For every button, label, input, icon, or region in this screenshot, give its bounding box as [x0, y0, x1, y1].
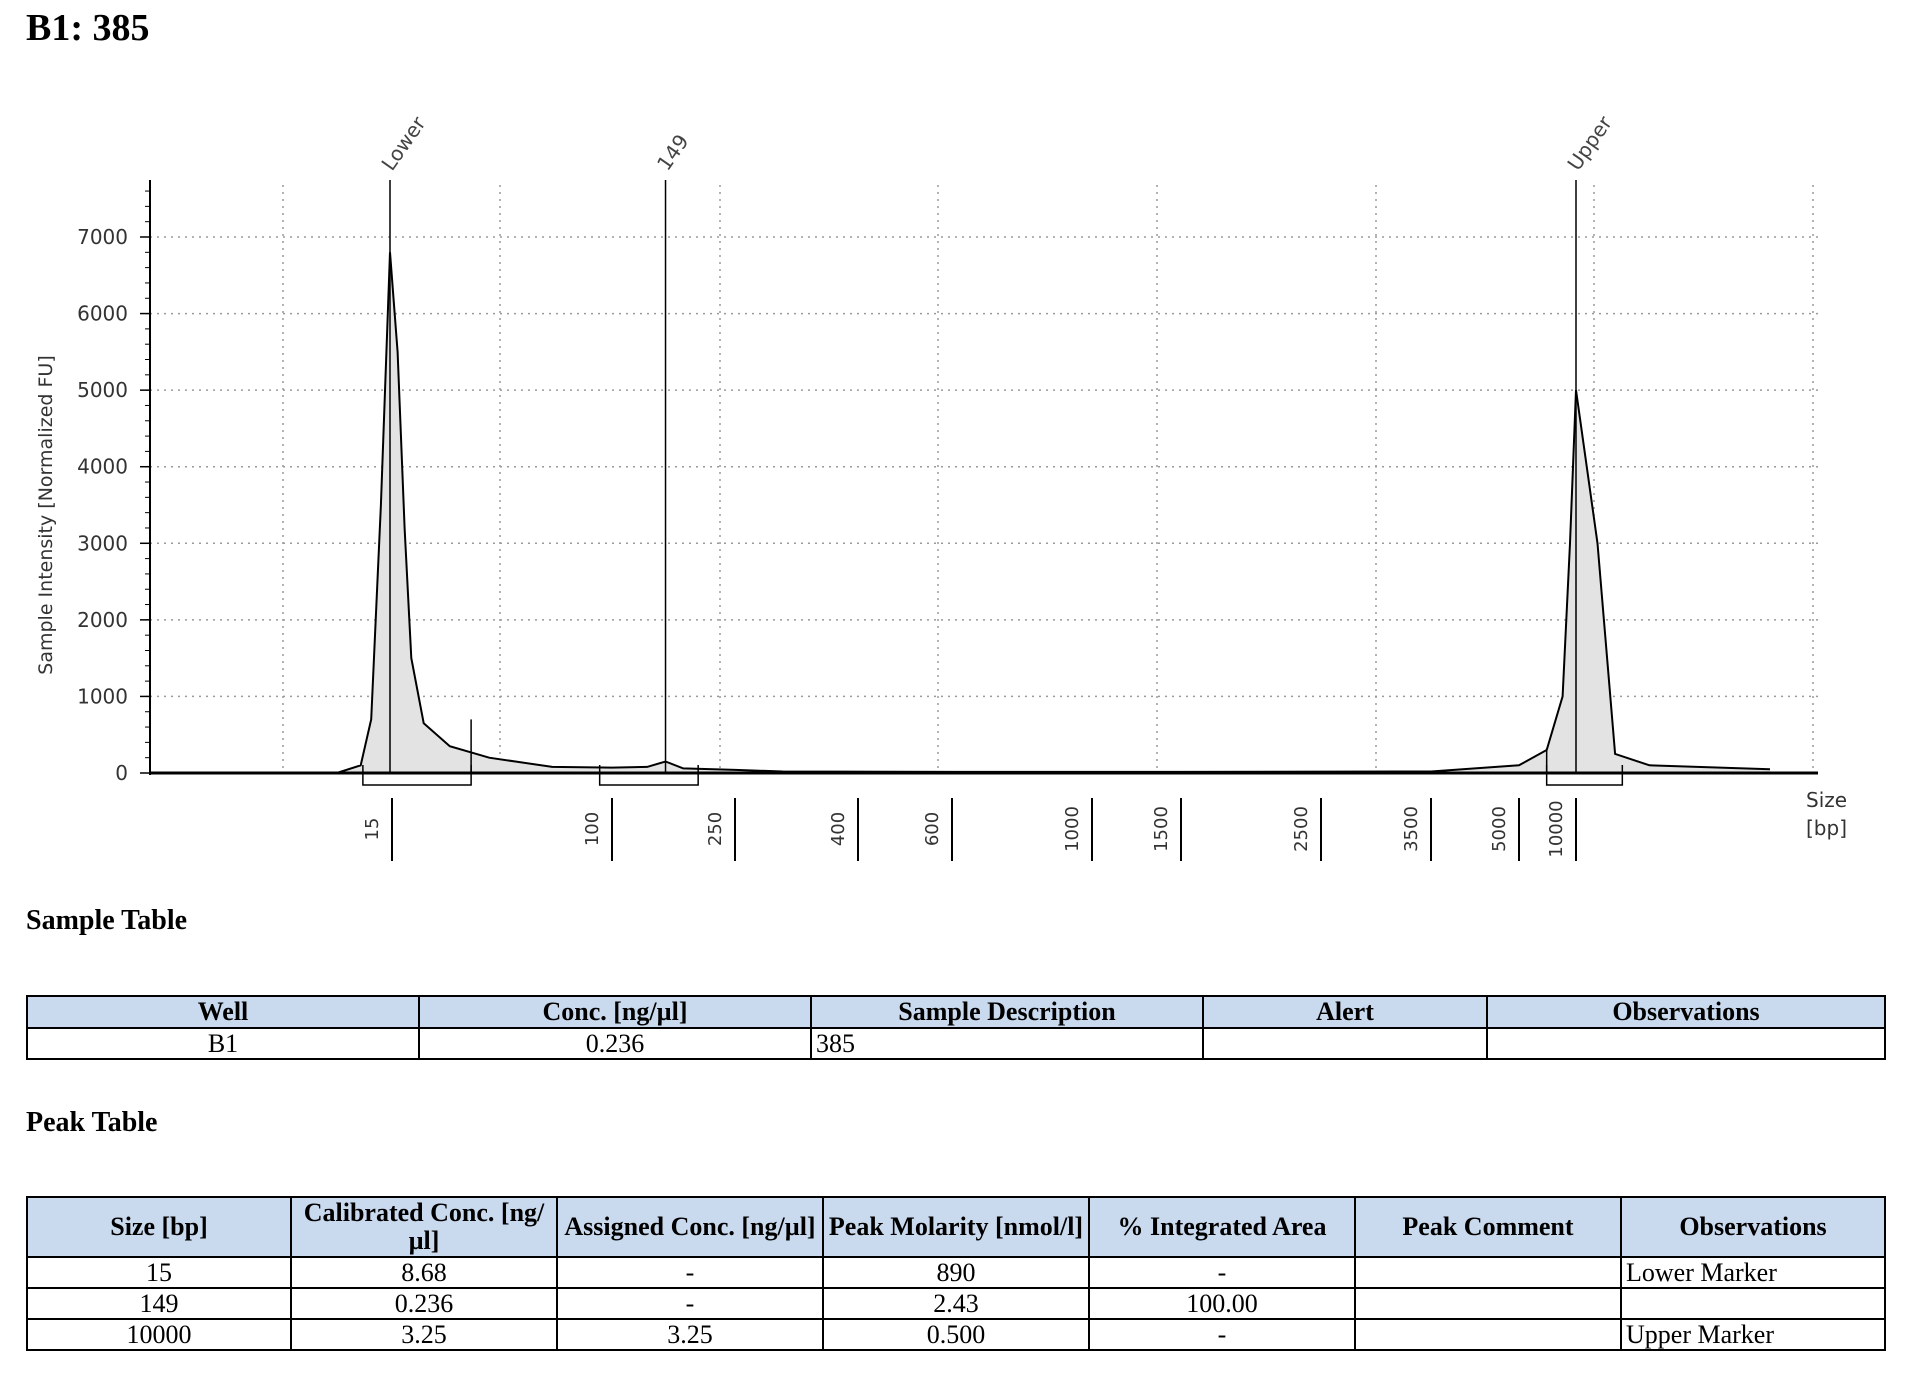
peak-table-cell: 890 — [822, 1256, 1090, 1289]
sample-table-cell — [1486, 1027, 1886, 1060]
peak-label: Upper — [1562, 111, 1617, 175]
peak-table-cell: - — [556, 1256, 824, 1289]
sample-table-cell — [1202, 1027, 1488, 1060]
peak-table-cell: 3.25 — [556, 1318, 824, 1351]
peak-table-cell — [1620, 1287, 1886, 1320]
sample-table-cell: B1 — [26, 1027, 420, 1060]
integration-bracket-upper — [1545, 765, 1624, 786]
peak-table-header-cell: Peak Comment — [1354, 1196, 1622, 1258]
peak-label: Lower — [376, 111, 430, 174]
peak-table-header-cell: Size [bp] — [26, 1196, 292, 1258]
y-tick-label: 0 — [115, 761, 128, 785]
sample-table-header-cell: Conc. [ng/µl] — [418, 995, 812, 1029]
peak-table-cell — [1354, 1318, 1622, 1351]
peak-table-title: Peak Table — [26, 1107, 158, 1138]
peak-table-header-cell: Calibrated Conc. [ng/µl] — [290, 1196, 558, 1258]
y-tick-label: 3000 — [77, 531, 128, 555]
peak-table-cell: 149 — [26, 1287, 292, 1320]
table-row: B1 0.236 385 — [26, 1027, 1886, 1060]
sample-table-cell: 385 — [810, 1027, 1204, 1060]
report-title: B1: 385 — [26, 7, 150, 49]
sample-table-header-cell: Well — [26, 995, 420, 1029]
peak-table-cell: 2.43 — [822, 1287, 1090, 1320]
integration-bracket-lower — [362, 765, 472, 786]
y-tick-label: 2000 — [77, 608, 128, 632]
x-tick-label: 600 — [922, 812, 943, 846]
integration-bracket-149 — [598, 765, 699, 786]
peak-table-cell: 10000 — [26, 1318, 292, 1351]
table-row: 15 8.68-890- Lower Marker — [26, 1256, 1886, 1289]
peak-table-header-cell: Peak Molarity [nmol/l] — [822, 1196, 1090, 1258]
peak-table-cell: 0.500 — [822, 1318, 1090, 1351]
sample-table-cell: 0.236 — [418, 1027, 812, 1060]
chart-svg: 0 1000 2000 3000 4000 5000 6000 7000 Sample Inte… — [35, 111, 1847, 861]
x-axis-label-unit: [bp] — [1806, 816, 1847, 840]
y-tick-label: 7000 — [77, 225, 128, 249]
peak-table-cell: 3.25 — [290, 1318, 558, 1351]
x-axis-label: Size — [1806, 788, 1847, 812]
peak-label: 149 — [652, 130, 694, 175]
sample-table-header-cell: Observations — [1486, 995, 1886, 1029]
y-tick-label: 6000 — [77, 302, 128, 326]
sample-table: Well Conc. [ng/µl] Sample Description Alert… — [26, 995, 1886, 1060]
x-tick-label: 250 — [705, 812, 726, 846]
x-tick-label: 400 — [828, 812, 849, 846]
x-tick-label: 100 — [582, 812, 603, 846]
peak-table-header-cell: Assigned Conc. [ng/µl] — [556, 1196, 824, 1258]
sample-table-header: Well Conc. [ng/µl] Sample Description Alert… — [26, 995, 1886, 1029]
peak-table-cell: 8.68 — [290, 1256, 558, 1289]
peak-table-body: 15 8.68-890- Lower Marker 149 0.236-2.43 100.… — [26, 1256, 1886, 1351]
x-tick-label: 2500 — [1291, 806, 1312, 852]
table-row: 149 0.236-2.43 100.00 — [26, 1287, 1886, 1320]
y-tick-label: 4000 — [77, 455, 128, 479]
sample-table-header-cell: Sample Description — [810, 995, 1204, 1029]
x-tick-label: 1000 — [1062, 806, 1083, 852]
peak-table-cell: - — [1088, 1256, 1356, 1289]
peak-table-header: Size [bp] Calibrated Conc. [ng/µl] Assigne… — [26, 1196, 1886, 1258]
y-tick-label: 1000 — [77, 684, 128, 708]
peak-table-header-cell: Observations — [1620, 1196, 1886, 1258]
x-tick-label: 5000 — [1489, 806, 1510, 852]
sample-table-body: B1 0.236 385 — [26, 1027, 1886, 1060]
y-axis-label: Sample Intensity [Normalized FU] — [35, 355, 57, 674]
trace-line — [290, 252, 1771, 774]
y-tick-label: 5000 — [77, 378, 128, 402]
peak-table-cell: 0.236 — [290, 1287, 558, 1320]
x-tick-label: 1500 — [1151, 806, 1172, 852]
x-tick-label: 3500 — [1401, 806, 1422, 852]
electropherogram-chart: 0 1000 2000 3000 4000 5000 6000 7000 Sample Inte… — [0, 100, 1914, 880]
peak-table-cell: Upper Marker — [1620, 1318, 1886, 1351]
peak-table-cell: 100.00 — [1088, 1287, 1356, 1320]
peak-table-cell: Lower Marker — [1620, 1256, 1886, 1289]
sample-table-header-cell: Alert — [1202, 995, 1488, 1029]
x-tick-label: 15 — [362, 818, 383, 841]
x-tick-label: 10000 — [1546, 800, 1567, 857]
peak-table-cell — [1354, 1256, 1622, 1289]
sample-table-title: Sample Table — [26, 905, 188, 936]
peak-table-cell: 15 — [26, 1256, 292, 1289]
peak-table-cell: - — [1088, 1318, 1356, 1351]
peak-table: Size [bp] Calibrated Conc. [ng/µl] Assigne… — [26, 1196, 1886, 1351]
peak-table-header-cell: % Integrated Area — [1088, 1196, 1356, 1258]
trace-fill — [290, 252, 1770, 774]
peak-table-cell — [1354, 1287, 1622, 1320]
table-row: 10000 3.25 3.25 0.500- Upper Marker — [26, 1318, 1886, 1351]
peak-table-cell: - — [556, 1287, 824, 1320]
